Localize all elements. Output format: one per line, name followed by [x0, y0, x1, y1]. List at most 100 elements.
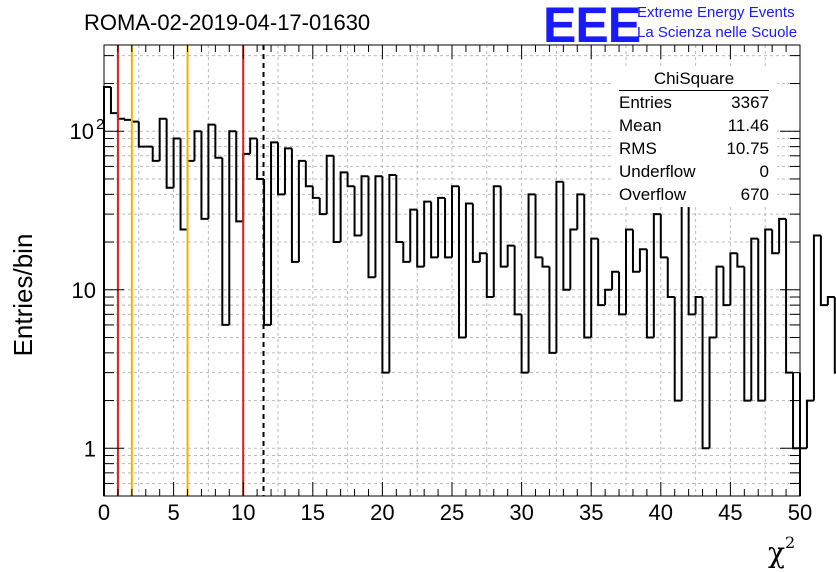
- histogram-bin: [471, 203, 480, 263]
- histogram-bin: [680, 202, 689, 401]
- histogram-bin: [283, 147, 292, 195]
- histogram-bin: [193, 130, 202, 161]
- histogram-bin: [611, 270, 620, 290]
- histogram-bin: [833, 297, 836, 374]
- y-tick-label: 1: [84, 436, 96, 461]
- x-tick-label: 20: [370, 500, 394, 525]
- x-tick-label: 5: [167, 500, 179, 525]
- histogram-bin: [750, 237, 759, 401]
- x-tick-label: 45: [718, 500, 742, 525]
- histogram-bin: [771, 229, 780, 255]
- histogram-bin: [242, 152, 251, 222]
- histogram-bin: [416, 209, 425, 268]
- histogram-bin: [520, 314, 529, 374]
- stats-row: Overflow 670: [611, 183, 777, 206]
- histogram-bin: [548, 266, 557, 354]
- histogram-bin: [506, 244, 515, 267]
- histogram-bin: [666, 257, 675, 299]
- histogram-bin: [527, 193, 536, 373]
- histogram-bin: [464, 202, 473, 338]
- stats-value: 3367: [731, 93, 769, 112]
- histogram-bin: [778, 217, 787, 254]
- histogram-bin: [109, 87, 118, 115]
- histogram-bin: [618, 271, 626, 316]
- histogram-bin: [423, 200, 432, 267]
- histogram-bin: [137, 121, 146, 148]
- histogram-bin: [485, 253, 494, 299]
- histogram-bin: [569, 228, 578, 290]
- x-axis-label: χ2: [768, 533, 795, 569]
- y-tick-label: 10: [70, 119, 94, 144]
- histogram-bin: [513, 245, 522, 316]
- eee-tagline-2: La Scienza nelle Scuole: [637, 24, 798, 41]
- histogram-bin: [492, 185, 501, 298]
- stats-label: RMS: [619, 139, 657, 158]
- histogram-bin: [318, 197, 327, 216]
- histogram-bin: [812, 234, 821, 401]
- histogram-bin: [277, 142, 285, 196]
- histogram-bin: [444, 197, 452, 259]
- stats-row: Mean 11.46: [611, 114, 777, 137]
- x-tick-label: 25: [440, 500, 464, 525]
- histogram-bin: [729, 252, 738, 306]
- stats-label: Entries: [619, 93, 672, 112]
- histogram-bin: [207, 123, 216, 219]
- chart-title: ROMA-02-2019-04-17-01630: [84, 10, 371, 35]
- histogram-bin: [179, 138, 188, 231]
- histogram-bin: [116, 113, 125, 120]
- stats-box: ChiSquare Entries 3367 Mean 11.46 RMS 10.75…: [611, 67, 777, 207]
- histogram-bin: [757, 238, 766, 402]
- histogram-bin: [304, 160, 313, 188]
- stats-row: RMS 10.75: [611, 137, 777, 160]
- stats-row: Underflow 0: [611, 160, 777, 183]
- histogram-bin: [597, 238, 606, 307]
- histogram-bin: [130, 119, 139, 123]
- histogram-bin: [200, 131, 209, 220]
- histogram-bin: [249, 137, 258, 154]
- histogram-bin: [123, 118, 132, 121]
- stats-value: 11.46: [727, 116, 769, 135]
- histogram-bin: [346, 172, 355, 188]
- histogram-bin: [541, 257, 550, 268]
- histogram-bin: [583, 194, 592, 339]
- x-tick-label: 30: [509, 500, 533, 525]
- histogram-bin: [562, 181, 571, 291]
- histogram-bin: [687, 203, 696, 316]
- stats-value: 670: [740, 185, 769, 204]
- eee-logo: EEE: [543, 0, 641, 53]
- histogram-bin: [151, 146, 160, 162]
- histogram-bin: [792, 372, 800, 450]
- x-tick-label: 40: [649, 500, 673, 525]
- histogram-bin: [325, 154, 334, 215]
- histogram-bin: [743, 266, 752, 402]
- histogram-bin: [638, 248, 647, 272]
- histogram-bin: [374, 175, 383, 278]
- histogram-bin: [576, 193, 585, 230]
- histogram-bin: [499, 186, 508, 268]
- histogram-bin: [826, 296, 835, 306]
- histogram-bin: [221, 157, 230, 326]
- stats-label: Underflow: [619, 162, 696, 181]
- histogram-bin: [590, 237, 599, 338]
- stats-value: 10.75: [726, 139, 769, 158]
- histogram-bin: [673, 297, 682, 402]
- histogram-bin: [715, 265, 724, 338]
- histogram-bin: [395, 174, 404, 244]
- histogram-bin: [437, 196, 446, 258]
- histogram-bin: [186, 159, 195, 230]
- x-tick-label: 15: [301, 500, 325, 525]
- histogram-bin: [645, 249, 654, 339]
- stats-title: ChiSquare: [619, 67, 769, 91]
- y-tick-label-exponent: 2: [96, 116, 104, 133]
- histogram-bin: [165, 118, 174, 189]
- histogram-bin: [256, 138, 265, 180]
- histogram-bin: [819, 235, 828, 307]
- x-tick-label: 0: [98, 500, 110, 525]
- histogram-bin: [708, 336, 717, 449]
- histogram-bin: [235, 131, 244, 223]
- histogram-bin: [297, 159, 306, 262]
- histogram-bin: [381, 176, 390, 374]
- histogram-bin: [478, 252, 487, 262]
